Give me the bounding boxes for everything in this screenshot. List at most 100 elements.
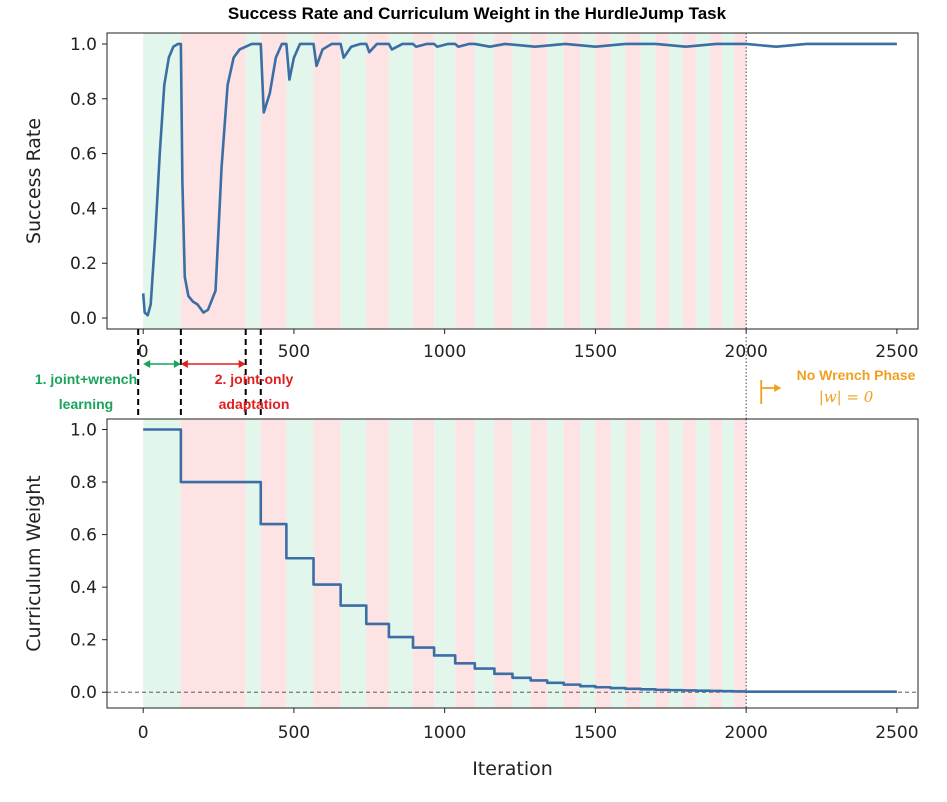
y-tick-label: 0.4 xyxy=(70,578,97,598)
phase-band-red xyxy=(455,33,475,329)
x-tick-label: 0 xyxy=(138,723,149,743)
phase2-label-line1: 2. joint-only xyxy=(215,371,294,387)
x-axis-label: Iteration xyxy=(472,758,553,780)
phase-band-red xyxy=(734,419,747,708)
phase-band-green xyxy=(580,33,596,329)
series-line xyxy=(143,428,897,694)
axes-frame xyxy=(106,418,919,709)
phase-band-red xyxy=(260,33,287,329)
phase-band-green xyxy=(388,33,414,329)
phase-band-green xyxy=(340,33,367,329)
y-tick-label: 1.0 xyxy=(70,35,97,55)
curriculum-weight-plot: 0 500 1000 1500 2000 2500 0.0 0.2 0.4 0.6 0.8 1.0 Cu… xyxy=(23,418,919,780)
phase-band-red xyxy=(313,419,341,708)
phase-band-red xyxy=(563,33,581,329)
phase-band-red xyxy=(413,33,435,329)
x-tick-label: 500 xyxy=(278,723,310,743)
success-rate-plot: 0 500 1000 1500 2000 25000.00.20.40.60.81.0Su… xyxy=(23,32,919,362)
series-line xyxy=(141,42,897,317)
phase2-label-line2: adaptation xyxy=(219,396,290,412)
phase-band-green xyxy=(434,419,456,708)
y-tick-label: 0.2 xyxy=(70,254,97,274)
phase-band-green xyxy=(580,419,596,708)
phase-band-red xyxy=(734,33,747,329)
phase-band-red xyxy=(530,33,548,329)
x-tick-label: 2500 xyxy=(875,723,918,743)
phase-band-red xyxy=(655,33,670,329)
phase-band-green xyxy=(722,33,735,329)
phase-band-green xyxy=(474,419,495,708)
phase-band-red xyxy=(625,33,641,329)
phase-band-green xyxy=(696,419,710,708)
phase-band-green xyxy=(474,33,495,329)
phase-band-red xyxy=(709,33,723,329)
phase-band-green xyxy=(143,419,181,708)
phase-band-red xyxy=(563,419,581,708)
y-tick-label: 0.4 xyxy=(70,199,97,219)
no-wrench-label-line1: No Wrench Phase xyxy=(797,367,916,383)
x-tick-label: 1500 xyxy=(574,342,617,362)
phase-band-red xyxy=(682,33,697,329)
phase-band-red xyxy=(180,33,246,329)
y-tick-label: 0.6 xyxy=(70,526,97,546)
phase-band-green xyxy=(610,33,626,329)
phase-band-green xyxy=(388,419,414,708)
phase-band-green xyxy=(245,419,261,708)
phase1-label-line2: learning xyxy=(59,396,113,412)
phase-band-green xyxy=(722,419,735,708)
phase-band-red xyxy=(413,419,435,708)
y-tick-label: 0.0 xyxy=(70,683,97,703)
phase-band-red xyxy=(595,33,611,329)
phase-band-green xyxy=(512,33,531,329)
phase-band-red xyxy=(366,419,389,708)
phase-band-green xyxy=(434,33,456,329)
phase-band-green xyxy=(547,33,564,329)
phase-band-green xyxy=(696,33,710,329)
x-tick-label: 0 xyxy=(138,342,149,362)
x-tick-label: 1500 xyxy=(574,723,617,743)
phase-annotations: 1. joint+wrench learning 2. joint-only a… xyxy=(35,329,916,419)
phase1-label-line1: 1. joint+wrench xyxy=(35,371,137,387)
y-tick-label: 1.0 xyxy=(70,421,97,441)
no-wrench-label-line2: |w| = 0 xyxy=(819,388,874,406)
y-axis-label: Success Rate xyxy=(23,118,45,244)
phase-band-red xyxy=(366,33,389,329)
phase-band-red xyxy=(494,419,513,708)
x-tick-label: 1000 xyxy=(423,723,466,743)
y-tick-label: 0.6 xyxy=(70,145,97,165)
no-wrench-arrow-head xyxy=(774,384,782,392)
phase-band-green xyxy=(340,419,367,708)
phase-band-green xyxy=(669,33,683,329)
y-axis-label: Curriculum Weight xyxy=(23,475,45,651)
phase-band-red xyxy=(682,419,697,708)
phase-band-red xyxy=(180,419,246,708)
phase-band-green xyxy=(512,419,531,708)
phase1-arrow-head-right xyxy=(173,360,181,368)
x-tick-label: 2000 xyxy=(725,723,768,743)
phase-band-red xyxy=(313,33,341,329)
x-tick-label: 500 xyxy=(278,342,310,362)
phase-band-green xyxy=(286,419,314,708)
figure-title: Success Rate and Curriculum Weight in th… xyxy=(228,4,727,23)
phase-band-green xyxy=(286,33,314,329)
phase-band-red xyxy=(530,419,548,708)
phase-band-red xyxy=(595,419,611,708)
phase-band-red xyxy=(625,419,641,708)
phase-band-red xyxy=(655,419,670,708)
phase-band-green xyxy=(245,33,261,329)
x-tick-label: 2500 xyxy=(875,342,918,362)
phase-band-green xyxy=(640,419,656,708)
phase-band-green xyxy=(143,33,181,329)
phase-boundary-dashes xyxy=(137,329,782,419)
x-tick-label: 1000 xyxy=(423,342,466,362)
phase2-arrow-head-left xyxy=(180,360,188,368)
phase-band-red xyxy=(260,419,287,708)
phase-band-green xyxy=(610,419,626,708)
phase-band-green xyxy=(547,419,564,708)
y-tick-label: 0.8 xyxy=(70,90,97,110)
y-tick-label: 0.0 xyxy=(70,309,97,329)
phase-band-red xyxy=(455,419,475,708)
phase-band-red xyxy=(709,419,723,708)
phase-band-green xyxy=(640,33,656,329)
